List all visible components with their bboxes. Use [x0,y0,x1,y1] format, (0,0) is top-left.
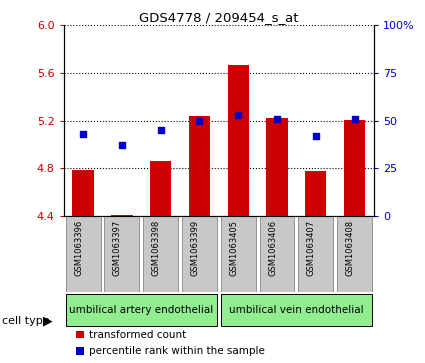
Bar [150,161,171,216]
FancyBboxPatch shape [66,294,217,326]
FancyBboxPatch shape [221,216,256,292]
Text: GSM1063405: GSM1063405 [229,220,238,276]
Text: GSM1063406: GSM1063406 [268,220,277,276]
Bar [228,65,249,216]
FancyBboxPatch shape [337,216,372,292]
Bar [305,171,326,216]
FancyBboxPatch shape [298,216,333,292]
FancyBboxPatch shape [66,216,101,292]
Text: percentile rank within the sample: percentile rank within the sample [88,346,264,356]
FancyBboxPatch shape [221,294,372,326]
Point [351,116,358,122]
Point [196,118,203,123]
Text: umbilical vein endothelial: umbilical vein endothelial [229,305,364,315]
Bar [189,116,210,216]
Text: umbilical artery endothelial: umbilical artery endothelial [69,305,213,315]
Bar [76,347,84,355]
Text: GSM1063399: GSM1063399 [190,220,199,276]
FancyBboxPatch shape [182,216,217,292]
Text: GSM1063396: GSM1063396 [74,220,83,276]
Bar [344,119,365,216]
Point [119,143,125,148]
Bar [111,215,133,216]
Point [312,133,319,139]
Text: GSM1063407: GSM1063407 [307,220,316,276]
Title: GDS4778 / 209454_s_at: GDS4778 / 209454_s_at [139,11,299,24]
Text: GSM1063398: GSM1063398 [152,220,161,276]
Text: cell type: cell type [2,316,50,326]
Bar [73,170,94,216]
Text: GSM1063397: GSM1063397 [113,220,122,276]
Text: transformed count: transformed count [88,330,186,339]
FancyBboxPatch shape [105,216,139,292]
Text: GSM1063408: GSM1063408 [346,220,354,276]
Bar [266,118,288,216]
Point [235,112,242,118]
Point [157,127,164,133]
Text: ▶: ▶ [42,315,52,328]
FancyBboxPatch shape [260,216,295,292]
FancyBboxPatch shape [143,216,178,292]
Point [80,131,87,137]
Point [274,116,280,122]
Bar [76,331,84,338]
